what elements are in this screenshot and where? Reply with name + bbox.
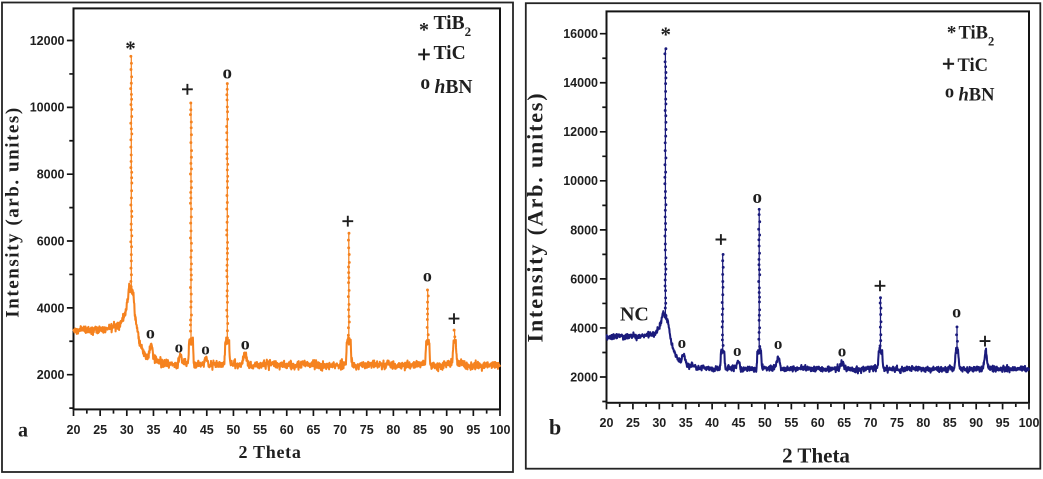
svg-text:100: 100 (1019, 416, 1040, 430)
svg-text:o: o (945, 82, 954, 102)
svg-text:4000: 4000 (37, 301, 65, 315)
svg-text:hBN: hBN (959, 86, 996, 106)
svg-text:Intensity (arb. unites): Intensity (arb. unites) (3, 106, 24, 317)
svg-text:60: 60 (811, 416, 825, 430)
svg-text:o: o (952, 301, 961, 321)
svg-text:30: 30 (652, 416, 666, 430)
svg-text:4000: 4000 (570, 321, 598, 335)
svg-text:85: 85 (943, 416, 957, 430)
svg-text:2 Theta: 2 Theta (782, 444, 850, 468)
svg-text:80: 80 (916, 416, 930, 430)
svg-text:o: o (420, 73, 430, 94)
svg-text:75: 75 (890, 416, 904, 430)
svg-text:hBN: hBN (435, 77, 473, 98)
svg-text:25: 25 (626, 416, 640, 430)
svg-text:80: 80 (386, 423, 400, 437)
svg-text:TiC: TiC (958, 56, 989, 76)
svg-text:75: 75 (360, 423, 374, 437)
svg-text:95: 95 (996, 416, 1010, 430)
svg-text:60: 60 (280, 423, 294, 437)
svg-text:*: * (947, 23, 957, 44)
svg-text:a: a (18, 420, 28, 442)
svg-text:b: b (549, 415, 561, 440)
svg-text:o: o (175, 337, 184, 356)
svg-text:16000: 16000 (563, 27, 598, 41)
svg-text:o: o (678, 333, 687, 352)
svg-text:55: 55 (253, 423, 267, 437)
svg-text:70: 70 (333, 423, 347, 437)
svg-text:10000: 10000 (563, 174, 598, 188)
svg-text:70: 70 (864, 416, 878, 430)
svg-text:65: 65 (837, 416, 851, 430)
svg-text:90: 90 (969, 416, 983, 430)
svg-text:45: 45 (200, 423, 214, 437)
svg-text:6000: 6000 (570, 272, 598, 286)
svg-text:35: 35 (679, 416, 693, 430)
svg-text:o: o (423, 265, 432, 285)
svg-text:8000: 8000 (570, 223, 598, 237)
svg-text:55: 55 (784, 416, 798, 430)
svg-text:*: * (125, 37, 136, 61)
svg-text:65: 65 (306, 423, 320, 437)
svg-text:*: * (419, 19, 429, 41)
svg-text:*: * (660, 22, 671, 46)
svg-text:o: o (752, 187, 762, 208)
svg-text:o: o (733, 341, 742, 360)
svg-text:95: 95 (466, 423, 480, 437)
svg-text:2 Theta: 2 Theta (238, 442, 301, 462)
svg-text:50: 50 (758, 416, 772, 430)
svg-text:o: o (774, 334, 783, 353)
svg-text:10000: 10000 (30, 101, 65, 115)
svg-text:45: 45 (732, 416, 746, 430)
svg-text:2000: 2000 (37, 368, 65, 382)
svg-text:25: 25 (93, 423, 107, 437)
svg-text:100: 100 (490, 423, 511, 437)
svg-text:o: o (223, 62, 233, 83)
svg-text:TiC: TiC (434, 43, 466, 64)
svg-text:2000: 2000 (570, 370, 598, 384)
svg-text:8000: 8000 (37, 168, 65, 182)
svg-text:o: o (838, 342, 847, 361)
svg-text:35: 35 (147, 423, 161, 437)
svg-text:12000: 12000 (30, 34, 65, 48)
svg-text:30: 30 (120, 423, 134, 437)
svg-text:90: 90 (440, 423, 454, 437)
svg-text:40: 40 (705, 416, 719, 430)
svg-text:o: o (241, 334, 250, 354)
svg-text:50: 50 (226, 423, 240, 437)
svg-text:40: 40 (173, 423, 187, 437)
svg-text:20: 20 (67, 423, 81, 437)
svg-text:12000: 12000 (563, 125, 598, 139)
svg-text:o: o (201, 339, 210, 358)
svg-text:85: 85 (413, 423, 427, 437)
svg-text:20: 20 (600, 416, 614, 430)
svg-text:NC: NC (620, 304, 649, 326)
svg-text:14000: 14000 (563, 76, 598, 90)
svg-text:o: o (146, 322, 155, 342)
svg-text:Intensity (Arb. unites): Intensity (Arb. unites) (523, 92, 548, 343)
svg-text:6000: 6000 (37, 234, 65, 248)
